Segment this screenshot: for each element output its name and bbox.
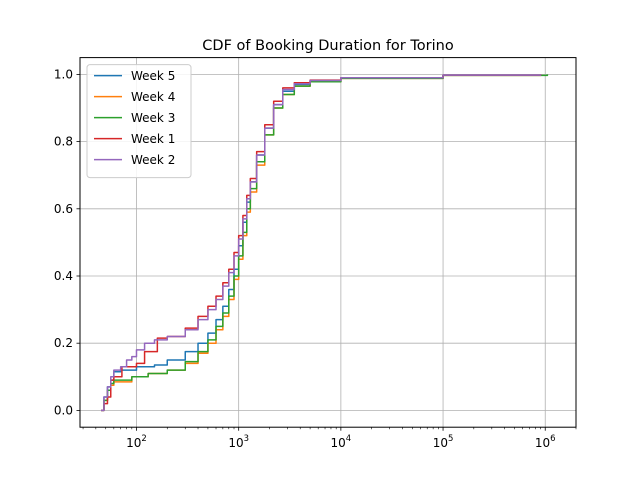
- plot-area-frame: [79, 57, 577, 428]
- y-tick-label: 0.0: [54, 403, 73, 417]
- y-tick-label: 0.8: [54, 135, 73, 149]
- legend-label: Week 5: [131, 69, 175, 83]
- legend: Week 5 Week 4 Week 3 Week 1 Week 2: [86, 64, 192, 179]
- legend-box: [86, 64, 192, 179]
- legend-label: Week 1: [131, 132, 175, 146]
- series-line-week-2: [101, 74, 542, 412]
- y-tick-label: 0.6: [54, 202, 73, 216]
- x-tick-label: 103: [228, 434, 249, 450]
- y-tick-label: 1.0: [54, 67, 73, 81]
- x-tick-label: 102: [126, 434, 147, 450]
- legend-label: Week 2: [131, 153, 175, 167]
- y-tick-label: 0.2: [54, 336, 73, 350]
- x-tick-label: 106: [535, 434, 556, 450]
- axis-ticks: 102 103 104 105 106 0.0 0.2 0.4 0.6 0.8 1.0: [54, 67, 577, 450]
- series-lines: [101, 74, 549, 412]
- legend-label: Week 4: [131, 90, 175, 104]
- legend-label: Week 3: [131, 111, 175, 125]
- x-tick-label: 105: [433, 434, 454, 450]
- x-tick-label: 104: [331, 434, 352, 450]
- series-line-week-3: [101, 74, 549, 412]
- y-tick-label: 0.4: [54, 269, 73, 283]
- chart-title: CDF of Booking Duration for Torino: [202, 38, 454, 54]
